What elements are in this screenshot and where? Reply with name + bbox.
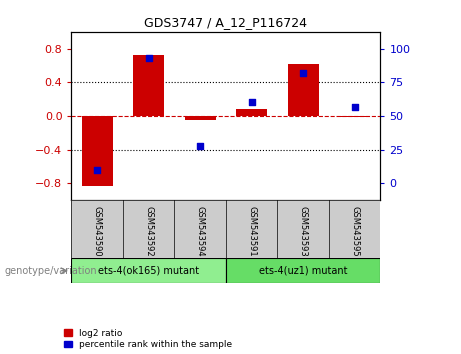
Point [351,104,358,109]
Text: ets-4(ok165) mutant: ets-4(ok165) mutant [98,266,199,276]
Point [248,100,255,105]
Bar [82,116,112,186]
Point [196,143,204,148]
Bar [133,56,164,116]
Bar [236,109,267,116]
Point [145,55,152,61]
Text: GSM543593: GSM543593 [299,206,307,257]
Text: GSM543590: GSM543590 [93,206,102,257]
Bar [288,64,319,116]
Title: GDS3747 / A_12_P116724: GDS3747 / A_12_P116724 [144,16,307,29]
Text: ets-4(uz1) mutant: ets-4(uz1) mutant [259,266,347,276]
Bar [339,116,370,117]
Text: GSM543591: GSM543591 [247,206,256,257]
Legend: log2 ratio, percentile rank within the sample: log2 ratio, percentile rank within the s… [65,329,232,349]
Text: GSM543595: GSM543595 [350,206,359,257]
Text: genotype/variation: genotype/variation [5,266,97,276]
Text: GSM543592: GSM543592 [144,206,153,257]
Point [94,167,101,173]
Bar [71,258,226,283]
Bar [226,258,380,283]
Bar [185,116,216,120]
Text: GSM543594: GSM543594 [195,206,205,257]
Point [300,70,307,76]
